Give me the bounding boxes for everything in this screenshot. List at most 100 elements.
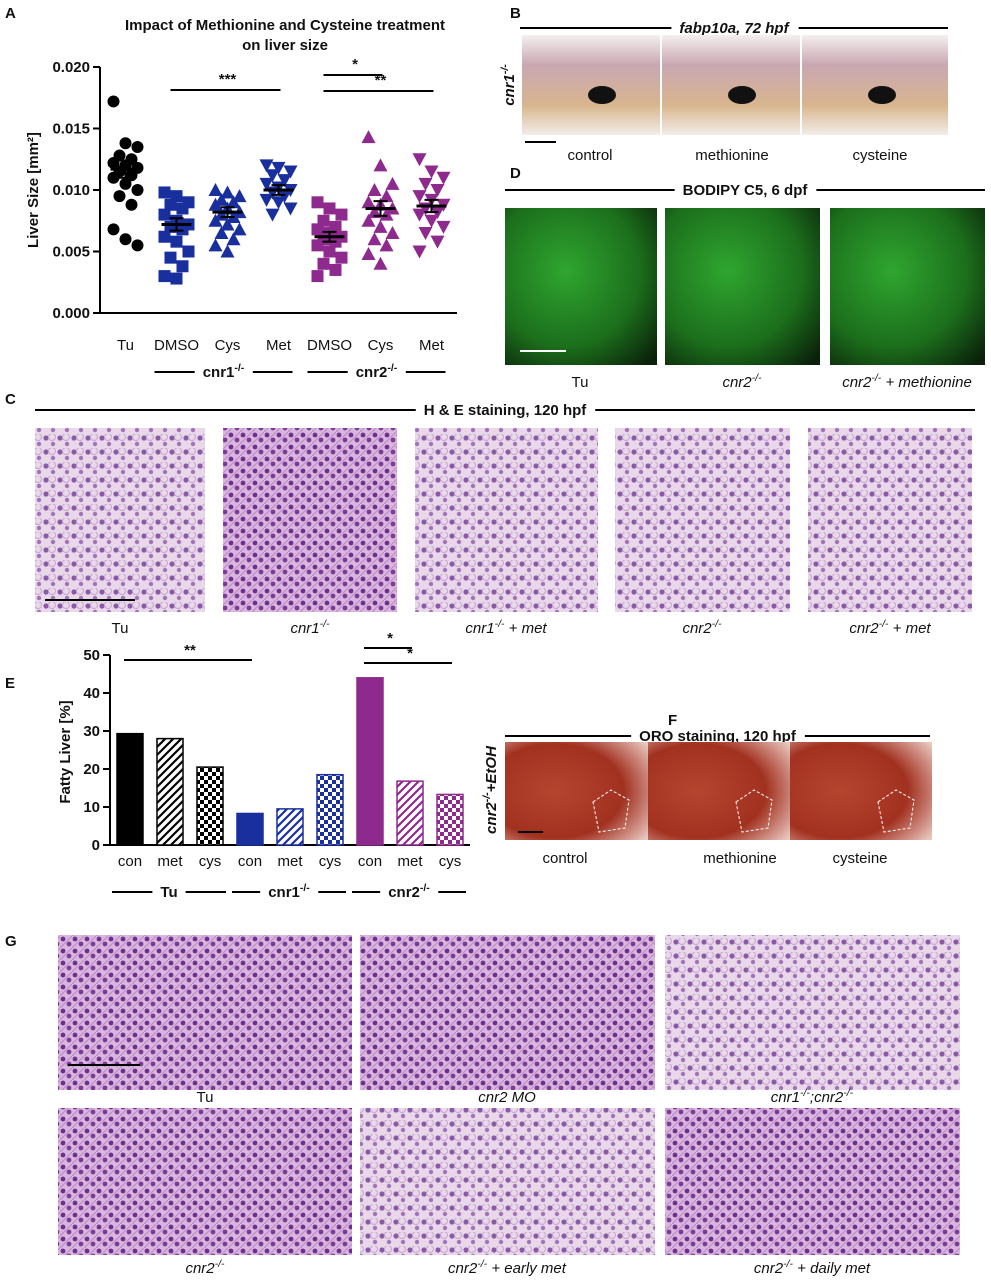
data-point (379, 207, 394, 221)
micrograph (35, 428, 205, 612)
micrograph (58, 1108, 352, 1255)
y-axis-label: Fatty Liver [%] (57, 700, 74, 803)
data-point (323, 202, 336, 215)
significance-label: * (387, 630, 393, 647)
data-point (176, 202, 189, 215)
x-tick-label: con (238, 853, 262, 870)
y-tick-label: 50 (83, 647, 100, 664)
caption: cnr1-/- (290, 618, 330, 637)
data-point (379, 189, 394, 203)
data-point (208, 197, 223, 211)
data-point (107, 223, 120, 236)
micrograph (360, 935, 655, 1090)
data-point (107, 171, 120, 184)
error-bar (220, 206, 235, 219)
micrograph (808, 428, 972, 612)
data-point (158, 186, 171, 199)
data-point (265, 169, 280, 183)
data-point (107, 95, 120, 108)
data-point (335, 208, 348, 221)
data-point (436, 220, 451, 234)
data-point (125, 198, 138, 211)
data-point (107, 156, 120, 169)
header: fabp10a, 72 hpf (679, 20, 790, 37)
header: BODIPY C5, 6 dpf (683, 182, 809, 199)
superscript: -/- (387, 362, 397, 374)
caption: cysteine (852, 147, 907, 164)
data-point (113, 190, 126, 203)
data-point (361, 246, 376, 260)
error-bar (271, 184, 286, 196)
data-point (119, 137, 132, 150)
x-tick-label: met (157, 853, 183, 870)
data-point (265, 208, 280, 222)
data-point (131, 239, 144, 252)
data-point (131, 184, 144, 196)
chart-title: Impact of Methionine and Cysteine treatm… (125, 17, 445, 34)
data-point (220, 217, 235, 231)
data-point (412, 190, 427, 204)
micrograph (665, 935, 960, 1090)
superscript: -/- (783, 1258, 793, 1270)
x-tick-label: DMSO (307, 337, 352, 354)
significance-label: ** (184, 642, 196, 659)
data-point (226, 195, 241, 209)
data-point (131, 140, 144, 153)
data-point (158, 208, 171, 221)
group-label: Tu (160, 884, 177, 901)
error-bar (424, 198, 439, 214)
caption: cnr2 MO (478, 1089, 536, 1106)
caption: cnr2-/- + early met (448, 1258, 567, 1277)
x-tick-label: cys (439, 853, 462, 870)
data-point (208, 238, 223, 252)
group-label: cnr2-/- (356, 362, 398, 381)
data-point (259, 177, 274, 191)
data-point (119, 233, 132, 246)
bar (116, 732, 144, 846)
data-point (214, 226, 229, 240)
y-tick-label: 0 (92, 837, 100, 854)
data-point (412, 153, 427, 167)
bar (276, 808, 304, 846)
x-tick-label: cys (319, 853, 342, 870)
data-point (329, 263, 342, 276)
data-point (373, 158, 388, 172)
micrograph (665, 1108, 960, 1255)
data-point (424, 214, 439, 228)
caption: control (542, 850, 587, 867)
chart-title: on liver size (242, 37, 328, 54)
y-tick-label: 0.005 (52, 244, 90, 261)
superscript: -/- (879, 618, 889, 630)
data-point (361, 195, 376, 209)
superscript: -/- (800, 1087, 810, 1099)
bar (196, 766, 224, 846)
data-point (367, 232, 382, 246)
y-tick-label: 30 (83, 723, 100, 740)
row-label: cnr1-/- (499, 64, 518, 106)
data-point (271, 161, 286, 175)
y-axis-label: Liver Size [mm²] (25, 132, 42, 248)
data-point (259, 193, 274, 207)
caption: cnr1-/- + met (465, 618, 547, 637)
data-point (361, 213, 376, 227)
data-point (170, 272, 183, 285)
liver-outline (877, 789, 915, 833)
error-bar (169, 217, 184, 232)
data-point (232, 189, 247, 203)
row-label: cnr2-/-+EtOH (481, 745, 500, 834)
data-point (317, 257, 330, 270)
liver-outline (592, 789, 630, 833)
micrograph (522, 35, 660, 135)
significance-label: * (407, 645, 413, 662)
data-point (208, 183, 223, 196)
significance-label: *** (219, 71, 237, 88)
superscript: -/- (234, 362, 244, 374)
x-tick-label: met (277, 853, 303, 870)
caption: cnr2-/- + methionine (842, 372, 972, 391)
group-label: cnr1-/- (268, 882, 310, 901)
data-point (271, 196, 286, 210)
micrograph (648, 742, 790, 840)
x-tick-label: cys (199, 853, 222, 870)
header: ORO staining, 120 hpf (639, 728, 797, 745)
caption: Tu (572, 374, 589, 391)
